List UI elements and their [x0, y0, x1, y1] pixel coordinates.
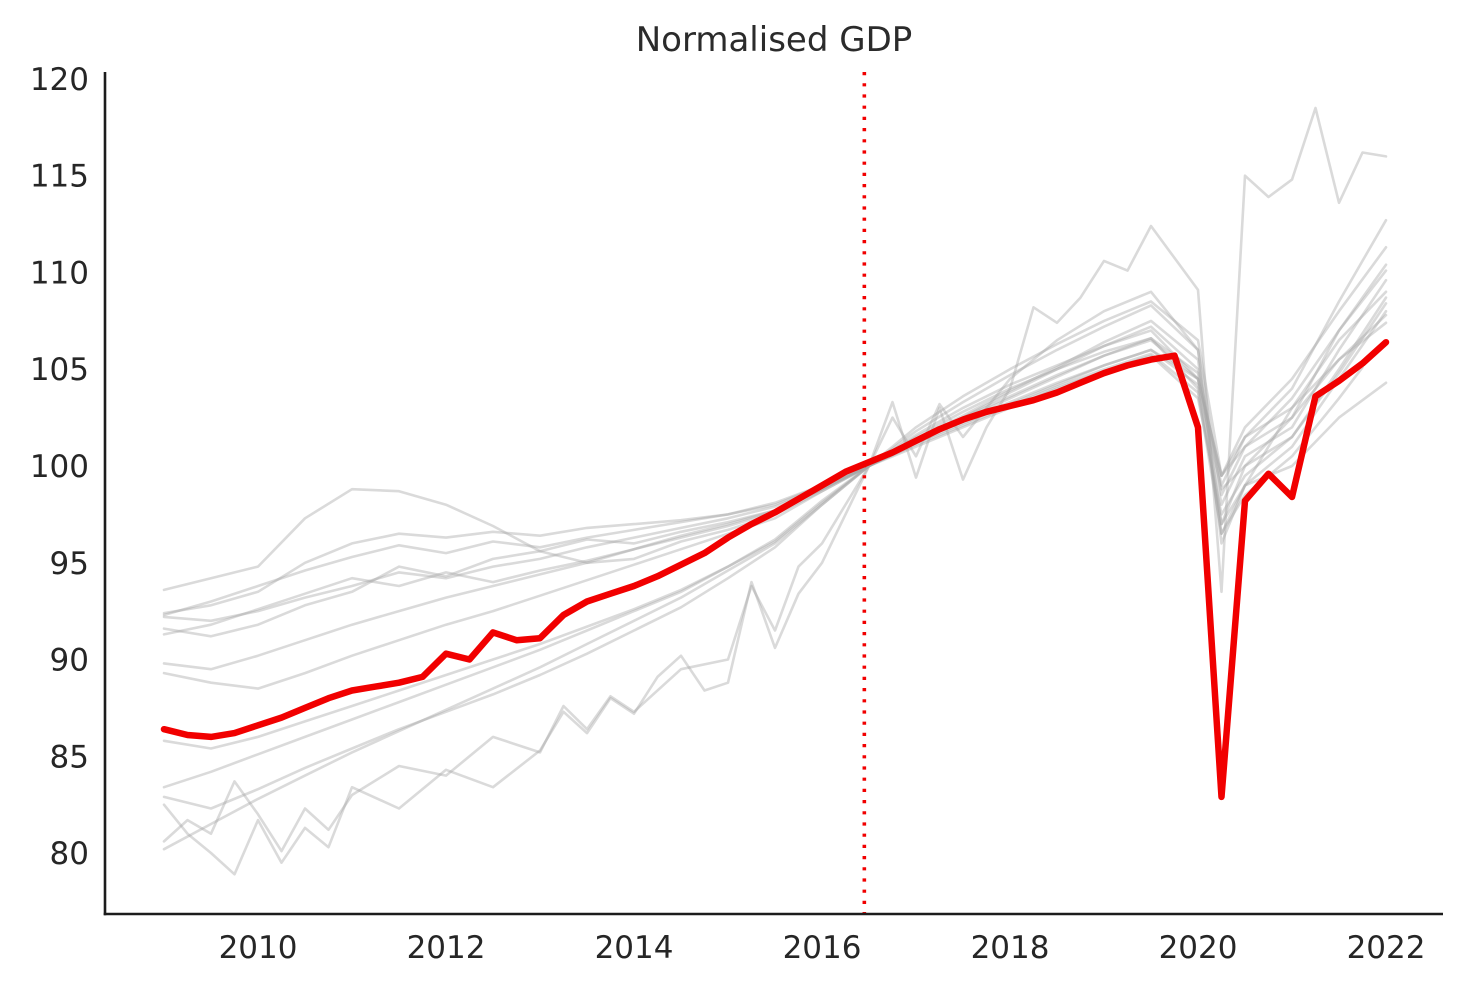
axis-layer: 2010 2012 2014 2016 2018 2020 2022 80 85 90 95 100 1…	[30, 62, 1443, 966]
y-tick-label: 120	[30, 62, 89, 98]
y-tick-label: 95	[50, 546, 89, 582]
background-series-line-country-11	[162, 246, 1388, 810]
y-tick-label: 105	[30, 352, 89, 388]
x-tick-label: 2016	[783, 930, 862, 966]
y-tick-label: 90	[50, 643, 89, 679]
background-series-line-country-12	[162, 329, 1364, 851]
background-series-line-country-07	[162, 321, 1388, 690]
background-series-line-country-08	[162, 302, 1388, 617]
series-layer	[160, 72, 1390, 914]
y-tick-label: 80	[50, 836, 89, 872]
y-tick-label: 110	[30, 255, 89, 291]
background-series-line-country-13-volatile	[162, 290, 1388, 853]
background-series-line-country-03	[162, 263, 1388, 623]
background-series-line-country-14-spiky	[162, 106, 1388, 876]
background-series-line-country-10	[162, 269, 1388, 789]
x-tick-label: 2010	[219, 930, 298, 966]
x-tick-label: 2012	[407, 930, 486, 966]
x-tick-label: 2020	[1159, 930, 1238, 966]
chart-title: Normalised GDP	[636, 20, 913, 60]
x-tick-label: 2018	[971, 930, 1050, 966]
x-tick-label: 2014	[595, 930, 674, 966]
background-series-line-country-02	[162, 218, 1388, 615]
y-tick-label: 100	[30, 449, 89, 485]
background-series-line-country-01	[162, 313, 1388, 592]
y-tick-label: 85	[50, 739, 89, 775]
y-tick-label: 115	[30, 159, 89, 195]
x-tick-label: 2022	[1347, 930, 1426, 966]
background-series-line-country-09	[162, 336, 1388, 750]
highlighted-series-line	[160, 338, 1390, 801]
